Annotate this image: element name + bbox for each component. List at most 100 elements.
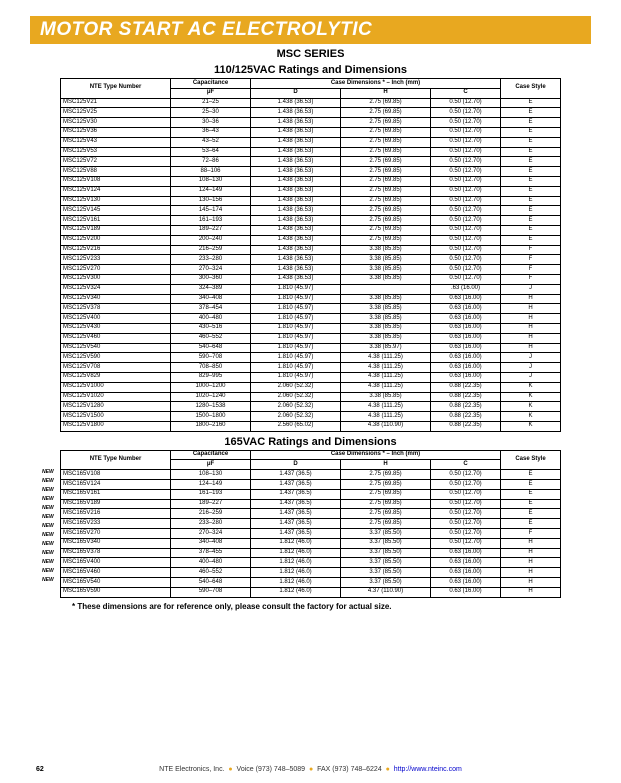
cell-h: 2.75 (69.85): [341, 196, 431, 206]
page-number: 62: [36, 766, 44, 773]
cell-cap: 1800–2160: [171, 421, 251, 431]
cell-case: E: [501, 98, 561, 108]
cell-case: E: [501, 147, 561, 157]
footer-url[interactable]: http://www.nteinc.com: [394, 766, 462, 773]
cell-c: 0.63 (16.00): [431, 363, 501, 373]
cell-d: 1.438 (36.53): [251, 137, 341, 147]
series-subtitle: MSC SERIES: [0, 48, 621, 60]
cell-h: 3.38 (85.85): [341, 265, 431, 275]
table-row: MSC125V3030–361.438 (36.53)2.75 (69.85)0…: [61, 118, 561, 128]
cell-type: MSC125V124: [61, 186, 171, 196]
cell-type: MSC165V590: [61, 587, 171, 597]
cell-h: 2.75 (69.85): [341, 235, 431, 245]
table-row: MSC125V10201020–12402.060 (52.32)3.38 (8…: [61, 392, 561, 402]
cell-c: 0.50 (12.70): [431, 216, 501, 226]
cell-case: F: [501, 245, 561, 255]
cell-cap: 43–52: [171, 137, 251, 147]
cell-d: 1.438 (36.53): [251, 98, 341, 108]
cell-cap: 430–516: [171, 323, 251, 333]
cell-d: 1.438 (36.53): [251, 255, 341, 265]
cell-type: MSC125V21: [61, 98, 171, 108]
cell-d: 2.060 (52.32): [251, 392, 341, 402]
cell-cap: 300–360: [171, 274, 251, 284]
cell-c: 0.50 (12.70): [431, 499, 501, 509]
cell-cap: 124–149: [171, 480, 251, 490]
cell-h: 3.37 (85.50): [341, 548, 431, 558]
cell-cap: 161–193: [171, 216, 251, 226]
cell-type: MSC125V300: [61, 274, 171, 284]
th-casedim: Case Dimensions * – Inch (mm): [251, 79, 501, 89]
cell-cap: 30–36: [171, 118, 251, 128]
cell-cap: 1500–1800: [171, 412, 251, 422]
th-h2: H: [341, 460, 431, 470]
cell-c: 0.88 (22.35): [431, 412, 501, 422]
cell-h: 2.75 (69.85): [341, 489, 431, 499]
cell-c: 0.88 (22.35): [431, 382, 501, 392]
table-row: MSC125V340340–4081.810 (45.97)3.38 (85.8…: [61, 294, 561, 304]
cell-cap: 36–43: [171, 127, 251, 137]
table-row: MSC125V189189–2271.438 (36.53)2.75 (69.8…: [61, 225, 561, 235]
table-row: MSC125V108108–1301.438 (36.53)2.75 (69.8…: [61, 176, 561, 186]
table-row: MSC125V708708–8501.810 (45.97)4.38 (111.…: [61, 363, 561, 373]
cell-h: 2.75 (69.85): [341, 470, 431, 480]
cell-case: E: [501, 470, 561, 480]
cell-h: 4.38 (111.25): [341, 353, 431, 363]
table-row: MSC125V3636–431.438 (36.53)2.75 (69.85)0…: [61, 127, 561, 137]
cell-h: 2.75 (69.85): [341, 127, 431, 137]
cell-h: 2.75 (69.85): [341, 157, 431, 167]
th-h: H: [341, 88, 431, 98]
cell-type: MSC165V540: [61, 578, 171, 588]
cell-case: K: [501, 412, 561, 422]
cell-d: 1.810 (45.97): [251, 363, 341, 373]
cell-d: 1.812 (46.0): [251, 538, 341, 548]
cell-d: 2.560 (65.02): [251, 421, 341, 431]
footer-company: NTE Electronics, Inc.: [159, 766, 224, 773]
cell-cap: 200–240: [171, 235, 251, 245]
cell-case: E: [501, 509, 561, 519]
table-row: MSC125V2121–251.438 (36.53)2.75 (69.85)0…: [61, 98, 561, 108]
cell-h: 2.75 (69.85): [341, 108, 431, 118]
cell-d: 1.438 (36.53): [251, 274, 341, 284]
cell-d: 1.812 (46.0): [251, 587, 341, 597]
cell-h: 2.75 (69.85): [341, 118, 431, 128]
table-row: MSC125V590590–7081.810 (45.97)4.38 (111.…: [61, 353, 561, 363]
cell-type: MSC165V378: [61, 548, 171, 558]
cell-c: 0.50 (12.70): [431, 470, 501, 480]
cell-d: 1.438 (36.53): [251, 245, 341, 255]
cell-c: 0.63 (16.00): [431, 568, 501, 578]
cell-case: E: [501, 499, 561, 509]
cell-c: 0.50 (12.70): [431, 98, 501, 108]
new-marker: NEW: [42, 514, 54, 520]
cell-case: K: [501, 382, 561, 392]
cell-c: 0.50 (12.70): [431, 118, 501, 128]
cell-cap: 400–480: [171, 558, 251, 568]
table-row: MSC125V430430–5161.810 (45.97)3.38 (85.8…: [61, 323, 561, 333]
cell-c: 0.50 (12.70): [431, 167, 501, 177]
new-marker: NEW: [42, 550, 54, 556]
cell-h: 2.75 (69.85): [341, 519, 431, 529]
cell-type: MSC125V460: [61, 333, 171, 343]
table-row: MSC165V460460–5521.812 (46.0)3.37 (85.50…: [61, 568, 561, 578]
table-row: MSC125V15001500–18002.060 (52.32)4.38 (1…: [61, 412, 561, 422]
cell-h: 3.38 (85.85): [341, 245, 431, 255]
table1-head: NTE Type Number Capacitance Case Dimensi…: [61, 79, 561, 99]
cell-case: E: [501, 127, 561, 137]
cell-case: J: [501, 284, 561, 294]
cell-cap: 540–648: [171, 578, 251, 588]
cell-d: 2.060 (52.32): [251, 382, 341, 392]
cell-type: MSC125V324: [61, 284, 171, 294]
table2-head: NTE Type Number Capacitance Case Dimensi…: [61, 450, 561, 470]
cell-d: 1.438 (36.53): [251, 127, 341, 137]
table2-wrap: NTE Type Number Capacitance Case Dimensi…: [60, 450, 561, 598]
bullet: ●: [384, 766, 392, 773]
cell-type: MSC125V145: [61, 206, 171, 216]
cell-c: 0.63 (16.00): [431, 587, 501, 597]
cell-c: 0.63 (16.00): [431, 314, 501, 324]
cell-c: 0.63 (16.00): [431, 558, 501, 568]
cell-type: MSC125V1280: [61, 402, 171, 412]
th-type2: NTE Type Number: [61, 450, 171, 470]
table-row: MSC125V5353–641.438 (36.53)2.75 (69.85)0…: [61, 147, 561, 157]
cell-h: 4.38 (111.25): [341, 363, 431, 373]
cell-type: MSC165V400: [61, 558, 171, 568]
cell-d: 1.438 (36.53): [251, 235, 341, 245]
